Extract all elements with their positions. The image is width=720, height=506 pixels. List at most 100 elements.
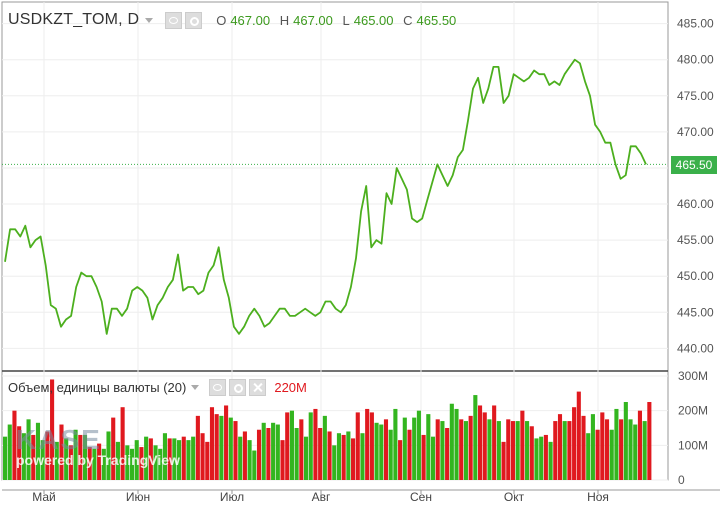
price-tick-label: 460.00 — [677, 197, 714, 211]
volume-value: 220M — [274, 379, 307, 395]
volume-bar — [619, 419, 624, 480]
volume-bar — [567, 421, 572, 480]
volume-bar — [525, 421, 530, 480]
volume-bar — [68, 445, 73, 480]
close-icon[interactable] — [249, 378, 267, 396]
volume-bar — [487, 419, 492, 480]
chevron-down-icon[interactable] — [145, 17, 154, 23]
volume-bar — [336, 433, 342, 480]
volume-bar — [261, 422, 266, 480]
price-tick-label: 475.00 — [677, 89, 714, 103]
volume-bar — [604, 419, 610, 480]
volume-bar — [271, 422, 276, 480]
volume-bar — [614, 408, 619, 480]
volume-bar — [430, 436, 436, 480]
volume-bar — [543, 434, 548, 480]
volume-bar — [426, 414, 431, 480]
volume-bar — [322, 415, 327, 480]
volume-bar — [459, 419, 464, 480]
volume-bar — [144, 436, 149, 480]
volume-bar — [548, 441, 553, 480]
volume-title[interactable]: Объем, единицы валюты (20) — [8, 379, 187, 395]
volume-bar — [167, 438, 172, 480]
volume-bar — [285, 412, 290, 480]
volume-bar — [153, 445, 158, 480]
volume-bar — [31, 434, 36, 480]
volume-bar — [252, 450, 257, 480]
eye-icon[interactable] — [209, 378, 227, 396]
volume-bar — [515, 421, 520, 480]
volume-bar — [496, 421, 501, 480]
volume-bar — [186, 440, 191, 480]
volume-bar — [125, 445, 130, 480]
volume-bar — [59, 424, 64, 480]
volume-bar — [214, 414, 219, 480]
volume-tick-label: 100M — [678, 438, 708, 452]
volume-bar — [289, 410, 294, 480]
volume-bar — [120, 407, 125, 480]
volume-bar — [520, 410, 525, 480]
chevron-down-icon[interactable] — [191, 384, 200, 390]
volume-bar — [78, 434, 83, 480]
volume-bar — [562, 421, 567, 480]
volume-bar — [233, 421, 238, 480]
volume-bar — [54, 441, 59, 480]
volume-bar — [416, 410, 421, 480]
volume-bar — [647, 402, 652, 480]
volume-bar — [294, 428, 299, 480]
volume-tick-label: 200M — [678, 404, 708, 418]
symbol-title[interactable]: USDKZT_TOM, D — [8, 11, 140, 28]
volume-bar — [449, 403, 454, 480]
volume-bar — [633, 424, 638, 480]
volume-bar — [355, 412, 360, 480]
volume-bar — [360, 433, 365, 480]
volume-bar — [3, 436, 8, 480]
time-tick-label: Сен — [410, 490, 432, 504]
time-tick-label: Авг — [312, 490, 331, 504]
volume-bar — [534, 438, 539, 480]
volume-bar — [247, 440, 252, 480]
volume-bar — [539, 436, 544, 480]
volume-bar — [177, 440, 182, 480]
ohlc-values: O 467.00 H 467.00 L 465.00 C 465.50 — [216, 13, 462, 28]
gear-icon[interactable] — [229, 378, 247, 396]
volume-bar — [492, 405, 497, 480]
price-line-series — [4, 58, 647, 335]
watermark: KASE powered by TradingView — [16, 424, 180, 468]
volume-bar — [369, 412, 374, 480]
volume-bar — [238, 436, 243, 480]
volume-bar — [637, 410, 642, 480]
volume-bar — [412, 417, 417, 480]
volume-bar — [228, 417, 233, 480]
volume-bar — [590, 414, 595, 480]
volume-bar — [209, 407, 215, 480]
volume-bar — [224, 405, 229, 480]
volume-bar — [600, 412, 605, 480]
volume-bar — [191, 436, 196, 480]
volume-bar — [506, 419, 511, 480]
volume-tick-label: 0 — [678, 473, 685, 487]
volume-bar — [50, 379, 55, 480]
volume-bar — [383, 419, 389, 480]
price-tick-label: 445.00 — [677, 305, 714, 319]
volume-bar — [82, 434, 88, 480]
powered-by-label: powered by TradingView — [16, 452, 180, 468]
eye-icon[interactable] — [165, 11, 183, 29]
volume-bar — [158, 448, 163, 480]
gear-icon[interactable] — [185, 11, 203, 29]
kase-logo: KASE — [16, 424, 102, 455]
volume-bar — [106, 431, 111, 480]
volume-bar — [162, 433, 168, 480]
open-label: O — [216, 12, 227, 28]
volume-bar — [12, 410, 17, 480]
volume-bar — [501, 441, 506, 480]
volume-bar — [463, 421, 468, 480]
volume-bar — [510, 421, 516, 480]
volume-bar — [379, 424, 384, 480]
volume-bar — [572, 407, 577, 480]
volume-bar — [586, 433, 591, 480]
volume-bar — [346, 431, 351, 480]
volume-legend: Объем, единицы валюты (20) 220M — [8, 378, 307, 396]
volume-bar — [327, 431, 332, 480]
